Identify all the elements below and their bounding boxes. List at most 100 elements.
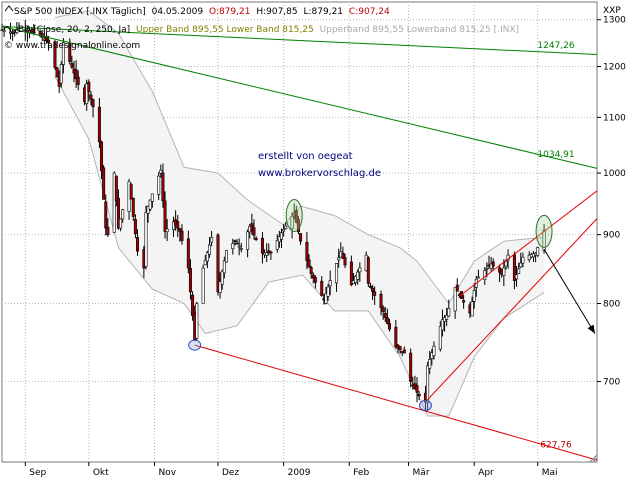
candle-body	[502, 267, 506, 276]
candle-body	[131, 198, 135, 217]
candle-body	[438, 326, 442, 350]
candle-body	[119, 218, 123, 229]
forecast-arrow	[543, 248, 596, 334]
x-tick-label: Nov	[158, 468, 176, 478]
x-tick-label: 2009	[288, 468, 311, 478]
candle-body	[402, 349, 406, 354]
chart-header: S&P 500 INDEX [.INX Täglich] 04.05.2009 …	[3, 5, 621, 51]
candle-body	[485, 268, 489, 270]
candle-body	[517, 268, 521, 274]
candle-body	[299, 233, 303, 242]
candle-body	[76, 76, 80, 85]
candle-body	[265, 252, 269, 256]
candle-body	[385, 317, 389, 324]
candle-body	[447, 308, 451, 317]
header-open: O:879,21	[209, 7, 250, 17]
candle-body	[235, 242, 239, 245]
candle-body	[201, 267, 205, 304]
indicator-wave-icon	[3, 26, 17, 34]
candle-body	[371, 287, 375, 292]
candle-body	[275, 240, 279, 250]
candle-body	[100, 141, 104, 171]
x-tick-label: Dez	[222, 468, 239, 478]
candle-body	[358, 267, 362, 273]
annotation-website: www.brokervorschlag.de	[258, 168, 381, 179]
candle-body	[148, 199, 152, 210]
y-tick-label: 1100	[603, 113, 626, 123]
candle-body	[97, 106, 101, 143]
candle-body	[269, 251, 273, 254]
candle-body	[2, 29, 6, 32]
candle-body	[290, 215, 294, 229]
header-bands-faded: Upperband 895,55 Lowerband 815,25 [.INX]	[320, 25, 519, 35]
candlesticks	[0, 19, 546, 412]
candle-body	[455, 284, 459, 292]
axes: 1300 1200 1100 1000 900 800 700 Sep Okt Nov Dez 200…	[24, 16, 626, 478]
trendline-value-label: 627,76	[540, 440, 572, 450]
x-tick-label: Mai	[542, 468, 558, 478]
chevron-up-icon	[4, 5, 14, 12]
candle-body	[282, 229, 286, 232]
green-pivot-marker	[535, 214, 553, 248]
candle-body	[296, 219, 300, 233]
candle-body	[163, 200, 167, 232]
candle-body	[133, 218, 137, 235]
candle-body	[85, 83, 89, 104]
candle-body	[112, 172, 116, 233]
header-bands: Upper Band 895,55 Lower Band 815,25	[136, 25, 314, 35]
green-trendline	[1, 25, 598, 55]
candle-body	[250, 223, 254, 232]
candle-body	[220, 270, 224, 285]
candle-body	[172, 221, 176, 230]
candle-body	[521, 256, 525, 264]
green-trendline	[1, 26, 598, 169]
header-low: L:879,21	[304, 7, 344, 17]
candle-body	[150, 193, 154, 202]
band-fill	[54, 10, 545, 417]
candle-body	[87, 81, 91, 92]
candle-body	[106, 226, 110, 235]
candle-body	[74, 69, 78, 80]
candle-body	[440, 319, 444, 331]
candle-body	[470, 301, 474, 317]
annotation-author: erstellt von oegeat	[258, 151, 353, 162]
x-tick-label: Mär	[413, 468, 430, 478]
candle-body	[205, 252, 209, 262]
candle-body	[309, 267, 313, 274]
candle-body	[328, 280, 332, 287]
candle-body	[294, 210, 298, 223]
candle-body	[515, 274, 519, 280]
candle-body	[445, 315, 449, 320]
candle-body	[165, 228, 169, 233]
candle-body	[368, 285, 372, 288]
candle-body	[373, 291, 377, 296]
candle-body	[415, 385, 419, 393]
candle-body	[432, 345, 436, 356]
y-tick-label: 1200	[603, 63, 626, 73]
blue-pivot-marker	[418, 399, 432, 411]
candle-body	[224, 250, 228, 263]
candle-body	[144, 212, 148, 267]
candle-body	[61, 42, 65, 65]
candle-body	[320, 280, 324, 296]
green-pivot-marker	[285, 198, 303, 232]
candle-body	[341, 252, 345, 259]
candle-body	[176, 221, 180, 229]
trendline-value-label: 1247,26	[537, 41, 574, 51]
candle-body	[398, 346, 402, 351]
x-tick-label: Apr	[478, 468, 494, 478]
resize-grip-icon	[589, 454, 598, 463]
candle-body	[504, 261, 508, 267]
candle-body	[531, 253, 535, 258]
candle-body	[476, 276, 480, 279]
pivot-markers	[188, 198, 596, 411]
candle-body	[208, 244, 212, 255]
header-line1: S&P 500 INDEX [.INX Täglich] 04.05.2009 …	[14, 7, 390, 17]
candle-body	[231, 243, 235, 250]
candle-body	[252, 227, 256, 236]
candle-body	[280, 232, 284, 240]
candle-body	[366, 257, 370, 284]
candle-body	[453, 287, 457, 312]
candle-body	[337, 257, 341, 261]
candle-body	[267, 250, 271, 253]
